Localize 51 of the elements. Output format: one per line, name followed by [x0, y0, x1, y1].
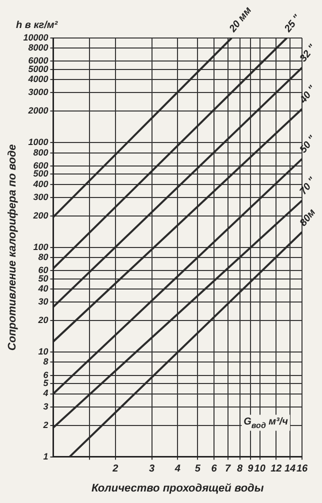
x-tick-label: 3: [149, 464, 156, 475]
y-tick-label: 4: [42, 388, 48, 398]
y-tick-label: 60: [38, 265, 48, 276]
x-tick-label: 9: [248, 464, 254, 475]
x-tick-label: 12: [270, 464, 282, 475]
y-tick-label: 20: [37, 315, 48, 326]
y-tick-label: 4000: [27, 74, 48, 84]
y-tick-label: 200: [32, 210, 48, 220]
y-axis-title: Сопротивление калорифера по воде: [6, 144, 19, 351]
y-tick-label: 10000: [23, 32, 48, 42]
text: 25 ": [282, 12, 304, 36]
text: 40 ": [297, 84, 318, 106]
text: 50 ": [298, 134, 318, 156]
y-tick-label: 100: [33, 242, 48, 252]
text: 32 ": [298, 42, 318, 64]
y-tick-label: 40: [37, 284, 48, 294]
y-tick-label: 1000: [28, 137, 48, 148]
y-tick-label: 5: [43, 378, 50, 388]
y-tick-label: 5000: [28, 64, 48, 74]
text: 70 ": [298, 175, 318, 198]
y-tick-label: 600: [33, 160, 48, 170]
y-tick-label: 6000: [28, 56, 48, 66]
y-tick-label: 300: [33, 192, 48, 202]
y-tick-label: 2: [42, 420, 48, 430]
x-tick-label: 16: [296, 464, 308, 475]
y-tick-label: 800: [33, 147, 48, 158]
y-tick-label: 1: [43, 451, 48, 462]
y-tick-label: 10: [38, 346, 48, 357]
y-tick-label: 80: [38, 252, 48, 262]
y-tick-label: 8000: [28, 42, 48, 53]
y-tick-label: 3: [43, 401, 48, 412]
y-tick-label: 2000: [27, 106, 48, 116]
x-tick-label: 6: [211, 464, 218, 475]
y-tick-label: 8: [43, 356, 48, 367]
x-tick-label: 5: [194, 464, 201, 475]
x-axis-title: Количество проходящей воды: [91, 482, 264, 494]
y-tick-label: 500: [33, 168, 48, 179]
x-tick-label: 8: [237, 464, 244, 475]
y-tick-label: 30: [38, 296, 48, 307]
x-tick-label: 7: [225, 464, 232, 475]
y-tick-label: 3000: [28, 87, 48, 98]
y-tick-label: 400: [32, 178, 48, 189]
text: h в кг/м²: [16, 20, 58, 31]
x-tick-label: 10: [254, 464, 266, 475]
text: 20 мм: [226, 4, 254, 36]
x-tick-label: 4: [174, 464, 181, 475]
text: 80м: [298, 206, 318, 229]
x-tick-label: 2: [112, 464, 119, 475]
x-tick-label: 14: [284, 464, 296, 475]
y-tick-label: 6: [43, 370, 50, 380]
y-tick-label: 50: [38, 273, 48, 284]
